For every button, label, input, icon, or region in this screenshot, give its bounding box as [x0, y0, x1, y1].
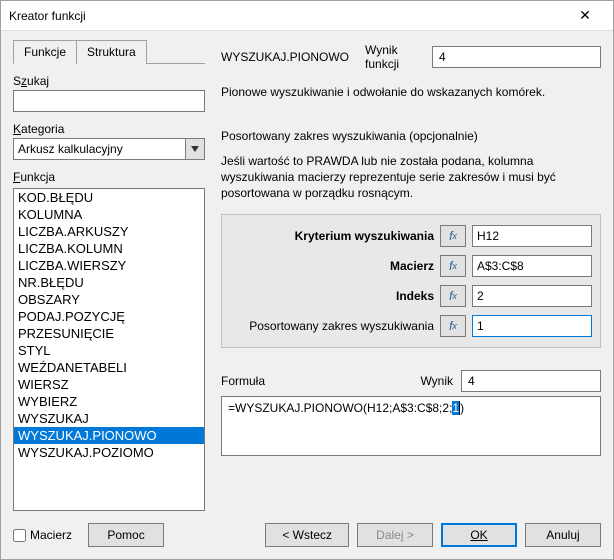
param-row: Kryterium wyszukiwania fx	[230, 225, 592, 247]
param-panel: Kryterium wyszukiwaniafxMacierzfxIndeksf…	[221, 214, 601, 348]
right-panel: WYSZUKAJ.PIONOWO Wynik funkcji Pionowe w…	[221, 39, 601, 511]
formula-input[interactable]: =WYSZUKAJ.PIONOWO(H12;A$3:C$8;2;1)	[221, 396, 601, 456]
list-item[interactable]: KOD.BŁĘDU	[14, 189, 204, 206]
param-input[interactable]	[472, 285, 592, 307]
result-row: WYSZUKAJ.PIONOWO Wynik funkcji	[221, 43, 601, 71]
list-item[interactable]: WYBIERZ	[14, 393, 204, 410]
list-item[interactable]: KOLUMNA	[14, 206, 204, 223]
fx-icon[interactable]: fx	[440, 255, 466, 277]
list-item[interactable]: WYSZUKAJ.POZIOMO	[14, 444, 204, 461]
cancel-button[interactable]: Anuluj	[525, 523, 601, 547]
back-button[interactable]: < Wstecz	[265, 523, 349, 547]
fx-icon[interactable]: fx	[440, 225, 466, 247]
param-input[interactable]	[472, 225, 592, 247]
category-label: Kategoria	[13, 122, 205, 136]
tab-structure[interactable]: Struktura	[76, 40, 147, 64]
list-item[interactable]: LICZBA.KOLUMN	[14, 240, 204, 257]
left-panel: Funkcje Struktura Szukaj Kategoria Funkc…	[13, 39, 205, 511]
function-label: Funkcja	[13, 170, 205, 184]
param-row: Macierz fx	[230, 255, 592, 277]
result-label: Wynik funkcji	[365, 43, 418, 71]
next-button[interactable]: Dalej >	[357, 523, 433, 547]
list-item[interactable]: WEŹDANETABELI	[14, 359, 204, 376]
macierz-checkbox[interactable]: Macierz	[13, 528, 72, 542]
search-input[interactable]	[13, 90, 205, 112]
tabs: Funkcje Struktura	[13, 39, 205, 64]
function-name: WYSZUKAJ.PIONOWO	[221, 50, 349, 64]
param-label: Posortowany zakres wyszukiwania	[230, 319, 434, 333]
formula-label: Formuła	[221, 374, 412, 388]
param-row: Indeks fx	[230, 285, 592, 307]
list-item[interactable]: PRZESUNIĘCIE	[14, 325, 204, 342]
param-input[interactable]	[472, 315, 592, 337]
tab-functions[interactable]: Funkcje	[13, 40, 77, 64]
wynik-value[interactable]	[461, 370, 601, 392]
ok-button[interactable]: OK	[441, 523, 517, 547]
category-combo[interactable]	[13, 138, 205, 160]
list-item[interactable]: LICZBA.ARKUSZY	[14, 223, 204, 240]
search-label: Szukaj	[13, 74, 205, 88]
param-label: Indeks	[230, 289, 434, 303]
param-label: Macierz	[230, 259, 434, 273]
chevron-down-icon[interactable]	[185, 138, 205, 160]
list-item[interactable]: OBSZARY	[14, 291, 204, 308]
param-row: Posortowany zakres wyszukiwania fx	[230, 315, 592, 337]
list-item[interactable]: PODAJ.POZYCJĘ	[14, 308, 204, 325]
param-description: Jeśli wartość to PRAWDA lub nie została …	[221, 153, 601, 202]
formula-row: Formuła Wynik	[221, 370, 601, 392]
fx-icon[interactable]: fx	[440, 285, 466, 307]
list-item[interactable]: NR.BŁĘDU	[14, 274, 204, 291]
window-title: Kreator funkcji	[9, 9, 565, 23]
param-heading: Posortowany zakres wyszukiwania (opcjona…	[221, 129, 601, 143]
category-value[interactable]	[13, 138, 185, 160]
wynik-label: Wynik	[420, 374, 453, 388]
fx-icon[interactable]: fx	[440, 315, 466, 337]
macierz-label: Macierz	[30, 528, 72, 542]
close-icon[interactable]: ✕	[565, 7, 605, 24]
list-item[interactable]: STYL	[14, 342, 204, 359]
function-description: Pionowe wyszukiwanie i odwołanie do wska…	[221, 85, 601, 99]
param-label: Kryterium wyszukiwania	[230, 229, 434, 243]
function-list[interactable]: KOD.BŁĘDUKOLUMNALICZBA.ARKUSZYLICZBA.KOL…	[13, 188, 205, 511]
content: Funkcje Struktura Szukaj Kategoria Funkc…	[1, 31, 613, 511]
footer: Macierz Pomoc < Wstecz Dalej > OK Anuluj	[1, 511, 613, 559]
list-item[interactable]: WYSZUKAJ	[14, 410, 204, 427]
list-item[interactable]: LICZBA.WIERSZY	[14, 257, 204, 274]
titlebar[interactable]: Kreator funkcji ✕	[1, 1, 613, 31]
list-item[interactable]: WIERSZ	[14, 376, 204, 393]
help-button[interactable]: Pomoc	[88, 523, 164, 547]
param-input[interactable]	[472, 255, 592, 277]
macierz-check[interactable]	[13, 529, 26, 542]
dialog-window: Kreator funkcji ✕ Funkcje Struktura Szuk…	[0, 0, 614, 560]
list-item[interactable]: WYSZUKAJ.PIONOWO	[14, 427, 204, 444]
result-value[interactable]	[432, 46, 601, 68]
